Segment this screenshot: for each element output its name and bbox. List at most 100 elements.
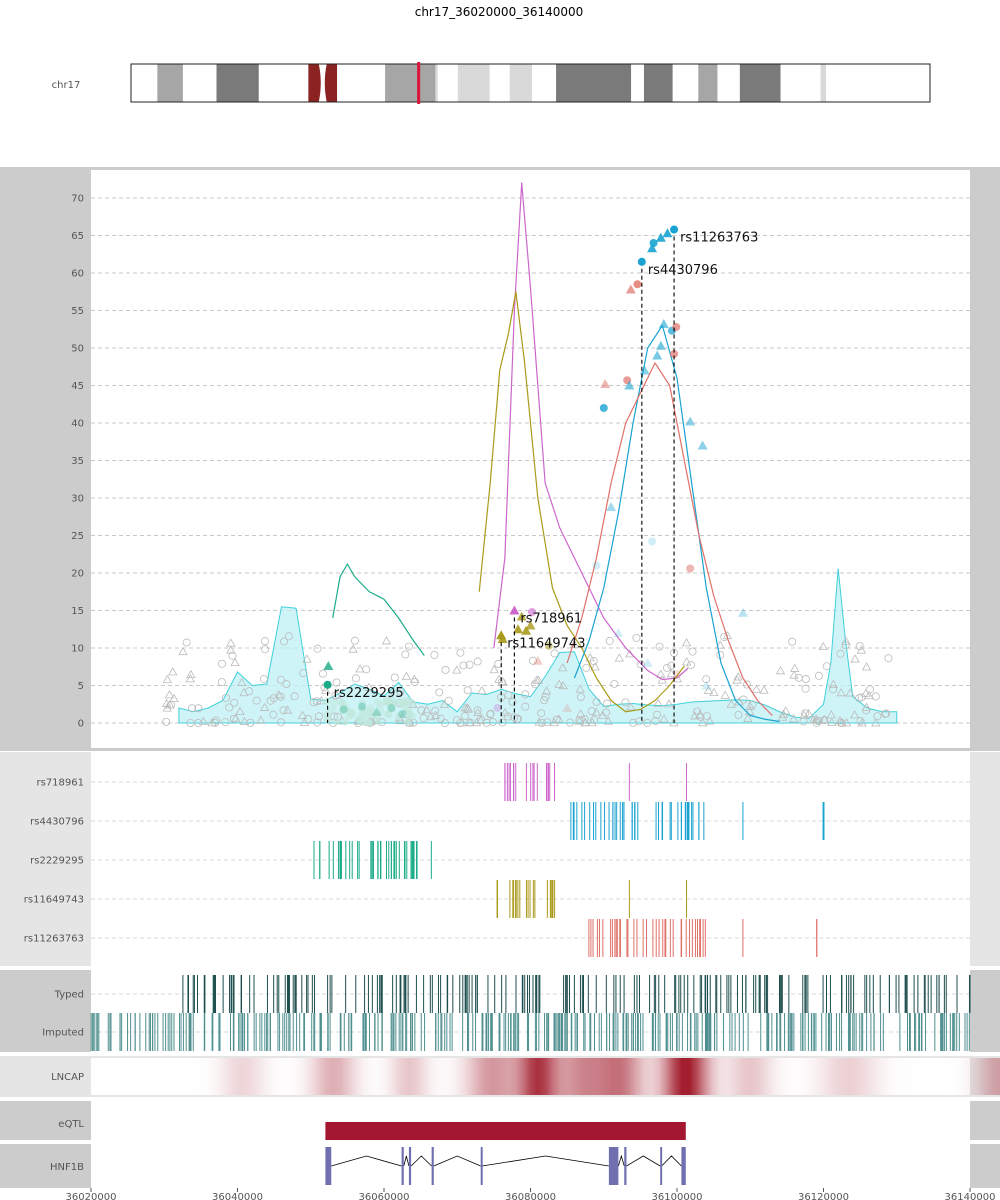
background-snp-point: [186, 718, 195, 727]
background-snp-point: [401, 650, 410, 659]
background-snp-point: [835, 715, 845, 725]
ld-snp-point: [686, 564, 695, 573]
ld-snp-point: [525, 620, 536, 630]
y-tick-label: 5: [78, 681, 84, 692]
background-snp-point: [790, 663, 800, 672]
gene-exon: [608, 1147, 619, 1185]
background-snp-point: [794, 673, 803, 682]
background-snp-point: [558, 663, 568, 672]
ld-snp-point: [658, 319, 669, 328]
background-snp-point: [635, 717, 644, 726]
variant-row-label: Typed: [54, 990, 84, 1001]
background-snp-point: [837, 718, 847, 727]
background-snp-point: [498, 718, 507, 727]
ld-snp-point: [387, 704, 396, 712]
ideogram-band: [717, 64, 740, 102]
background-snp-point: [331, 691, 340, 700]
ld-snp-point: [624, 380, 635, 390]
ld-snp-point: [513, 624, 524, 634]
ld-snp-point: [701, 680, 712, 690]
background-snp-point: [829, 685, 838, 694]
background-snp-point: [230, 698, 239, 707]
background-snp-point: [348, 644, 358, 653]
gene-track: HNF1B: [0, 1144, 1000, 1188]
background-snp-point: [419, 714, 428, 723]
background-snp-point: [444, 696, 453, 705]
background-snp-point: [812, 718, 821, 727]
ideogram-band: [385, 64, 436, 102]
ld-snp-point: [358, 699, 366, 707]
background-snp-point: [239, 687, 249, 697]
ld-snp-point: [655, 340, 666, 350]
background-snp-point: [390, 673, 399, 682]
background-snp-point: [662, 663, 671, 672]
background-snp-point: [452, 665, 462, 674]
background-snp-point: [813, 716, 822, 725]
background-snp-point: [302, 654, 312, 663]
background-snp-point: [845, 688, 855, 697]
background-snp-point: [230, 657, 240, 667]
background-snp-point: [614, 653, 625, 662]
background-snp-point: [814, 671, 823, 680]
background-snp-point: [540, 696, 549, 705]
ld-row-label: rs4430796: [30, 817, 84, 828]
background-snp-point: [582, 663, 591, 672]
background-snp-point: [510, 713, 519, 722]
ld-snp-point: [358, 718, 366, 727]
x-tick-label: 36120000: [798, 1192, 849, 1200]
ld-snp-point: [516, 611, 527, 621]
ideogram-band: [672, 64, 699, 102]
gene-introns: [331, 1154, 682, 1167]
y-tick-label: 20: [71, 569, 84, 580]
ideogram: chr17: [52, 62, 931, 104]
background-snp-point: [554, 714, 564, 723]
ideogram-band: [532, 64, 557, 102]
background-snp-point: [494, 659, 503, 668]
x-tick-label: 36060000: [359, 1192, 410, 1200]
background-snp-point: [276, 718, 285, 727]
background-snp-point: [726, 699, 736, 708]
ideogram-band: [258, 64, 309, 102]
ld-snp-point: [672, 323, 681, 331]
ld-snp-point: [382, 696, 391, 705]
x-tick-label: 36140000: [945, 1192, 996, 1200]
ld-snp-point: [600, 379, 611, 388]
ld-snp-point: [338, 699, 347, 707]
ideogram-outline: [130, 63, 931, 103]
background-snp-point: [237, 677, 247, 686]
background-snp-point: [580, 715, 589, 724]
background-snp-point: [862, 706, 871, 715]
background-snp-point: [297, 710, 308, 719]
background-snp-point: [884, 654, 893, 663]
background-snp-point: [318, 669, 327, 678]
ld-snp-point: [599, 404, 608, 412]
ideogram-band: [509, 64, 533, 102]
background-snp-point: [246, 718, 255, 727]
background-snp-point: [558, 680, 568, 690]
background-snp-point: [820, 716, 829, 725]
background-snp-point: [841, 641, 850, 650]
background-snp-point: [279, 706, 288, 715]
background-snp-point: [575, 709, 586, 718]
background-snp-point: [269, 694, 278, 703]
background-snp-point: [355, 664, 365, 673]
gene-exon: [480, 1147, 483, 1185]
background-snp-point: [431, 710, 441, 719]
index-snp-label: rs11649743: [507, 636, 585, 651]
background-snp-point: [504, 712, 513, 721]
ideogram-highlight: [417, 62, 421, 104]
x-tick-label: 36100000: [652, 1192, 703, 1200]
background-snp-point: [396, 687, 405, 696]
ld-snp-point: [648, 537, 657, 546]
background-snp-point: [748, 700, 757, 709]
background-snp-point: [788, 714, 799, 723]
background-snp-point: [185, 674, 195, 683]
background-snp-point: [598, 710, 608, 719]
background-snp-point: [212, 716, 221, 725]
background-snp-point: [440, 718, 449, 727]
ld-snp-point: [408, 699, 416, 707]
x-tick-label: 36080000: [505, 1192, 556, 1200]
background-snp-point: [602, 708, 611, 717]
ld-snp-point: [396, 698, 405, 707]
